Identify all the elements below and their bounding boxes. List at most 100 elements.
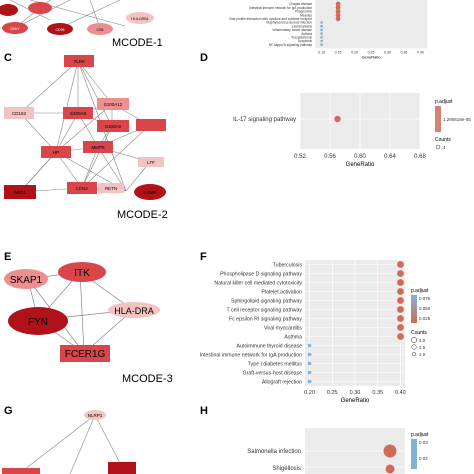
colorbar: [411, 439, 417, 469]
y-tick-label: Viral protein interaction with cytokine …: [229, 17, 313, 21]
colorbar-tick-label: 0.02: [419, 456, 428, 461]
legend-count-circle: [410, 336, 418, 344]
network-node: [8, 307, 68, 335]
network-node: [138, 157, 164, 167]
network-node: [47, 23, 73, 35]
x-tick-label: 0.15: [335, 50, 342, 54]
y-tick-label: Intestinal immune network for IgA produc…: [200, 352, 302, 358]
y-tick-label: Leishmaniasis: [292, 24, 313, 28]
data-point: [335, 16, 341, 22]
node-label: S100A9: [105, 124, 122, 129]
y-tick-label: Sphingolipid signaling pathway: [231, 298, 302, 304]
legend-title: p.adjust: [411, 432, 429, 438]
y-tick-label: Asthma: [284, 334, 302, 340]
mcode-1-label: MCODE-1: [112, 37, 163, 49]
data-point: [320, 36, 323, 39]
network-node: [41, 146, 71, 158]
colorbar-tick-label: 0.025: [419, 316, 431, 321]
network-mcode4: NLRP1: [2, 410, 136, 474]
y-tick-label: Staphylococcus aureus infection: [266, 21, 312, 25]
node-label: LCN2: [76, 186, 88, 191]
data-point: [320, 32, 323, 35]
y-tick-label: Intestinal immune network for IgA produc…: [249, 6, 312, 10]
network-node: [28, 2, 52, 14]
network-node: [126, 12, 154, 24]
data-point: [385, 464, 395, 474]
y-tick-label: IL-17 signaling pathway: [233, 117, 296, 123]
colorbar: [435, 106, 441, 132]
data-point: [320, 28, 323, 32]
network-node: [136, 119, 166, 131]
data-point: [307, 370, 312, 375]
panel-letter-e: E: [4, 251, 12, 263]
node-label: CAMP: [143, 190, 156, 195]
network-node: [0, 4, 18, 16]
network-node: [108, 462, 136, 474]
data-point: [307, 361, 312, 366]
x-tick-label: 0.30: [350, 390, 361, 396]
y-tick-label: Inflammatory bowel disease: [272, 28, 312, 32]
node-label: LTF: [147, 160, 155, 165]
y-tick-label: Graft-versus-host disease: [243, 370, 303, 376]
plot-background: [315, 0, 427, 49]
network-node: [2, 22, 28, 34]
chart-h: Salmonella infection Shigellosis p.adjust 0…: [247, 428, 429, 474]
data-point: [320, 43, 323, 46]
network-node: [108, 302, 160, 318]
node-label: SKAP1: [10, 275, 43, 286]
y-tick-label: Measles: [300, 13, 312, 17]
y-tick-label: Shigellosis: [272, 466, 301, 472]
y-tick-label: Chagas disease: [289, 2, 312, 6]
network-node: [4, 185, 36, 199]
node-label: ITK: [74, 268, 90, 279]
legend-title: p.adjust: [435, 99, 453, 105]
node-label: FCER1G: [65, 349, 106, 360]
network-node: [4, 107, 34, 119]
node-label: FYN: [28, 317, 48, 328]
network-mcode1: GNLY CD96 CD8 HLA-DRB1: [0, 0, 154, 35]
y-tick-label: Tuberculosis: [273, 262, 303, 268]
x-tick-label: 0.25: [368, 50, 375, 54]
colorbar: [411, 295, 417, 323]
x-axis-label: GeneRatio: [341, 398, 370, 404]
data-point: [397, 270, 404, 277]
colorbar-label: 1.290618e-05: [443, 117, 471, 122]
panel-letter-c: C: [4, 52, 12, 64]
node-label: GNLY: [10, 27, 20, 31]
colorbar-tick-label: 0.03: [419, 440, 428, 445]
data-point: [334, 115, 341, 123]
x-axis-label: GeneRatio: [361, 54, 381, 59]
y-tick-label: NF-kappa B signaling pathway: [269, 43, 313, 47]
node-label: CD163: [12, 111, 27, 116]
node-label: MMP9: [91, 145, 104, 150]
x-tick-label: 0.25: [327, 390, 338, 396]
legend-count-circle: [411, 351, 417, 357]
network-node: [97, 98, 129, 110]
chart-d: 0.52 0.56 0.60 0.64 0.68 IL-17 signaling path…: [233, 93, 471, 168]
y-tick-label: Autoimmune thyroid disease: [237, 343, 303, 349]
y-tick-label: Apoptosis: [298, 39, 312, 43]
y-tick-label: Asthma: [301, 32, 312, 36]
network-node: [2, 468, 40, 474]
panel-letter-d: D: [200, 52, 208, 64]
data-point: [335, 5, 341, 11]
y-tick-label: Allograft rejection: [262, 379, 302, 385]
data-point: [320, 39, 323, 43]
x-tick-label: 0.60: [354, 154, 366, 160]
chart-f: 0.20 0.25 0.30 0.35 0.40 Tuberculosis Phosphol…: [200, 260, 431, 404]
y-tick-label: Type I diabetes mellitus: [248, 361, 303, 367]
data-point: [307, 343, 312, 348]
data-point: [307, 379, 312, 384]
panel-letter-f: F: [200, 251, 207, 263]
legend-count-label: 2.5: [419, 345, 426, 350]
node-label: S100A8: [70, 111, 87, 116]
x-tick-label: 0.10: [318, 50, 325, 54]
node-label: CD8: [96, 28, 103, 32]
colorbar-tick-label: 0.075: [419, 296, 431, 301]
data-point: [320, 24, 323, 28]
data-point: [335, 12, 341, 18]
x-axis-label: GeneRatio: [346, 162, 375, 168]
network-node: [58, 262, 106, 282]
data-point: [397, 297, 404, 304]
